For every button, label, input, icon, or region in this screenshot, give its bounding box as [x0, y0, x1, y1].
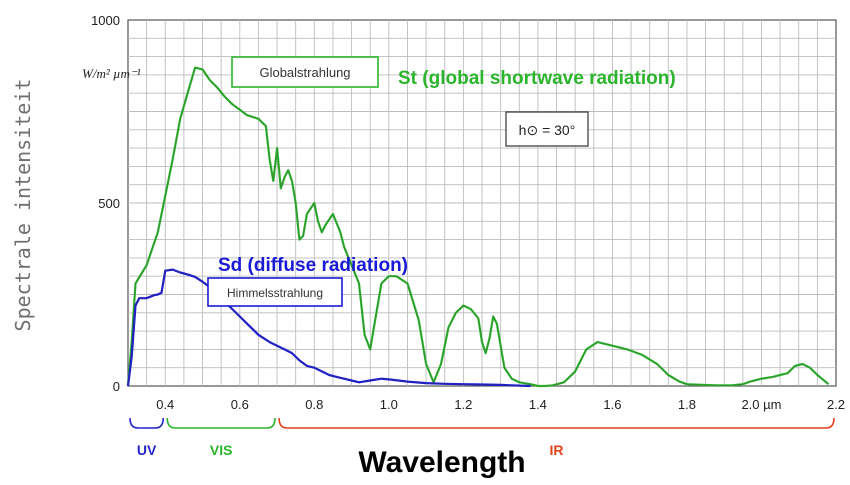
- spectral-bands: UV VIS IR: [129, 417, 835, 458]
- global-caption: St (global shortwave radiation): [398, 68, 676, 89]
- y-unit-label: W/m² µm⁻¹: [82, 66, 141, 81]
- x-tick-label: 1.0: [380, 397, 398, 412]
- sun-angle-box: [505, 111, 589, 147]
- x-tick-label: 1.8: [678, 397, 696, 412]
- diffuse-caption: Sd (diffuse radiation): [218, 255, 408, 276]
- series-outline: [127, 67, 829, 387]
- band-label-ir: IR: [550, 442, 564, 458]
- x-tick-label: 1.4: [529, 397, 547, 412]
- series-global-line: [126, 66, 830, 388]
- diffuse-label-box: [207, 277, 343, 307]
- band-bracket-vis: [166, 417, 276, 429]
- x-tick-label: 2.0 µm: [741, 397, 781, 412]
- y-tick-label: 0: [113, 379, 120, 394]
- tick-labels: 0.4 0.6 0.8 1.0 1.2 1.4 1.6 1.8 2.0 µm 2.2 0 500 100…: [91, 13, 845, 412]
- x-tick-label: 1.2: [454, 397, 472, 412]
- y-tick-label: 500: [98, 196, 120, 211]
- y-axis-title: Spectrale intensiteit: [11, 79, 35, 332]
- band-bracket-uv: [129, 417, 165, 429]
- x-tick-label: 2.2: [827, 397, 845, 412]
- global-label: Globalstrahlung: [259, 65, 350, 80]
- band-label-vis: VIS: [210, 442, 233, 458]
- y-tick-label: 1000: [91, 13, 120, 28]
- x-axis-title: Wavelength: [358, 446, 525, 479]
- diffuse-label: Himmelsstrahlung: [227, 286, 323, 300]
- series-outline: [127, 269, 531, 387]
- band-label-uv: UV: [137, 442, 157, 458]
- x-tick-label: 1.6: [603, 397, 621, 412]
- sun-angle-label: h⊙ = 30°: [519, 122, 576, 138]
- x-tick-label: 0.4: [156, 397, 174, 412]
- series-layer: [126, 66, 830, 388]
- global-label-box: [231, 56, 379, 88]
- x-tick-label: 0.8: [305, 397, 323, 412]
- x-tick-label: 0.6: [231, 397, 249, 412]
- band-bracket-ir: [278, 417, 835, 429]
- series-diffuse-line: [126, 268, 531, 388]
